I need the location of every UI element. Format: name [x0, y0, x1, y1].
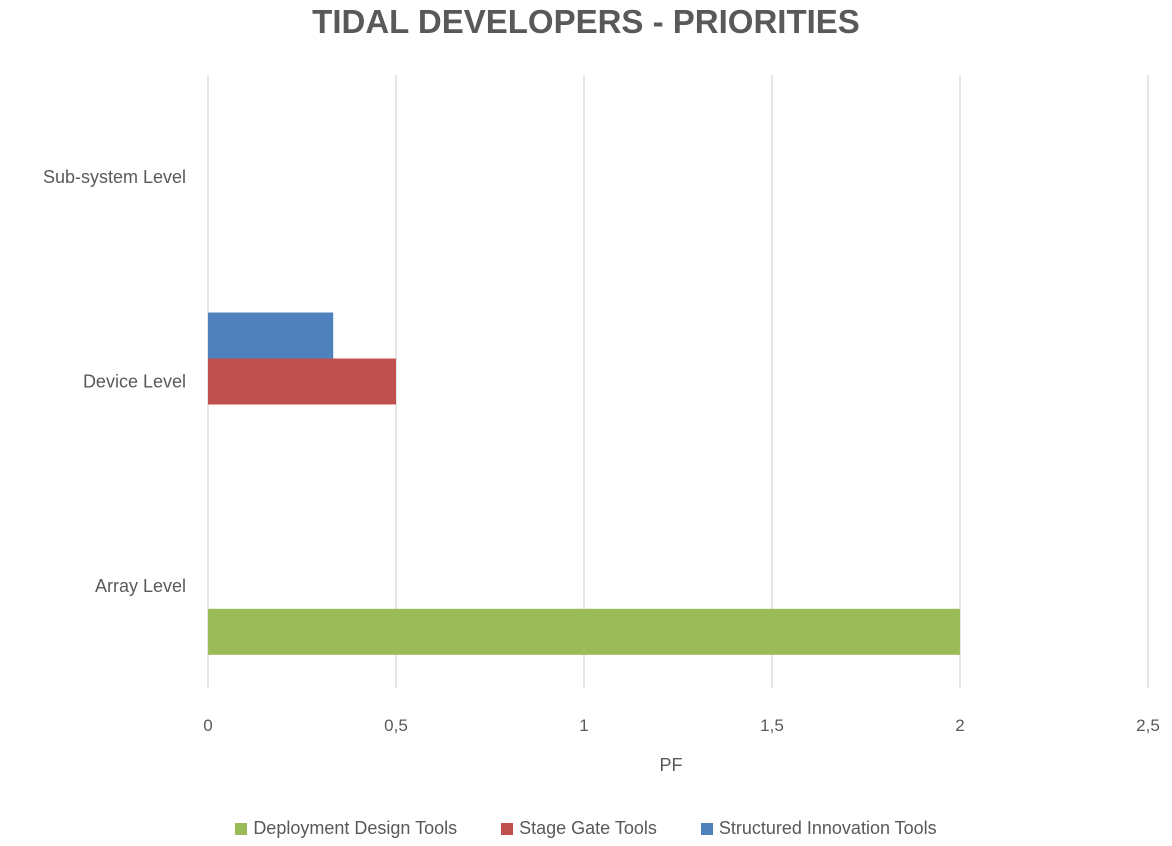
- legend-swatch: [700, 822, 713, 835]
- legend-item: Stage Gate Tools: [501, 818, 657, 839]
- x-axis-title: PF: [659, 755, 682, 775]
- x-tick-label: 1,5: [760, 716, 784, 735]
- legend-item: Deployment Design Tools: [235, 818, 457, 839]
- x-tick-label: 2,5: [1136, 716, 1160, 735]
- legend-label: Stage Gate Tools: [519, 818, 657, 838]
- x-tick-label: 0,5: [384, 716, 408, 735]
- category-label: Array Level: [95, 576, 186, 596]
- legend-item: Structured Innovation Tools: [700, 818, 937, 839]
- legend-label: Structured Innovation Tools: [718, 818, 937, 838]
- category-label: Sub-system Level: [43, 167, 186, 187]
- x-tick-label: 1: [579, 716, 588, 735]
- legend-swatch: [235, 822, 248, 835]
- chart-title: TIDAL DEVELOPERS - PRIORITIES: [312, 3, 860, 40]
- category-label: Device Level: [83, 372, 186, 392]
- bar-stage-gate-tools-device-level: [208, 358, 396, 405]
- bar-deployment-design-tools-array-level: [208, 608, 960, 655]
- bar-structured-innovation-tools-device-level: [208, 312, 334, 359]
- legend-label: Deployment Design Tools: [253, 818, 458, 838]
- x-tick-label: 2: [955, 716, 964, 735]
- x-tick-label: 0: [203, 716, 212, 735]
- legend: Deployment Design Tools Stage Gate Tools S…: [0, 818, 1172, 839]
- legend-swatch: [501, 822, 514, 835]
